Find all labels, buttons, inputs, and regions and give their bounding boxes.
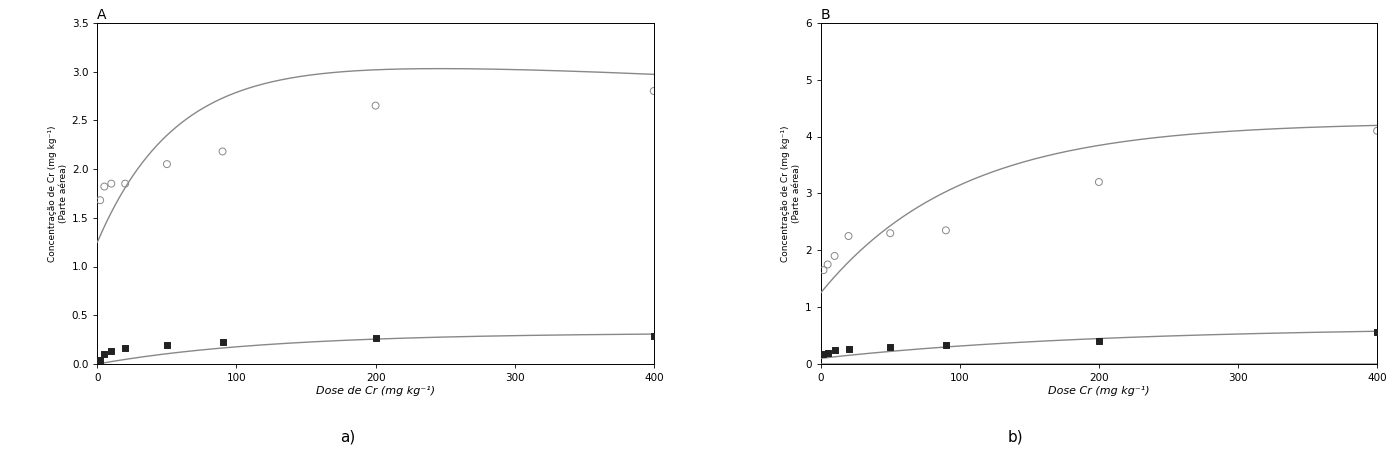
Point [879,229,901,237]
Point [1366,328,1388,335]
Point [114,345,136,352]
Y-axis label: Concentração de Cr (mg kg⁻¹)
(Parte aérea): Concentração de Cr (mg kg⁻¹) (Parte aére… [782,125,801,262]
Point [837,345,860,352]
Point [156,161,178,168]
Point [935,227,957,234]
Point [364,102,387,109]
Point [817,349,839,356]
Point [817,261,839,268]
Point [364,334,387,341]
Point [1088,338,1110,345]
Y-axis label: Concentração de Cr (mg kg⁻¹)
(Parte aérea): Concentração de Cr (mg kg⁻¹) (Parte aére… [49,125,68,262]
Text: B: B [821,8,830,21]
Point [114,180,136,187]
X-axis label: Dose de Cr (mg kg⁻¹): Dose de Cr (mg kg⁻¹) [316,386,435,396]
Point [89,197,111,204]
Point [812,350,835,358]
Point [89,356,111,364]
Text: b): b) [1007,430,1024,445]
Point [823,252,846,259]
X-axis label: Dose Cr (mg kg⁻¹): Dose Cr (mg kg⁻¹) [1047,386,1150,396]
Point [211,338,234,345]
Point [93,183,115,190]
Point [1088,178,1110,186]
Point [1366,127,1388,135]
Point [211,148,234,155]
Point [93,351,115,358]
Point [837,233,860,240]
Text: a): a) [341,430,355,445]
Point [823,346,846,354]
Point [156,341,178,348]
Point [643,332,665,339]
Point [812,267,835,274]
Point [100,180,122,187]
Point [100,348,122,355]
Point [879,344,901,351]
Point [643,87,665,95]
Point [935,342,957,349]
Text: A: A [97,8,107,21]
